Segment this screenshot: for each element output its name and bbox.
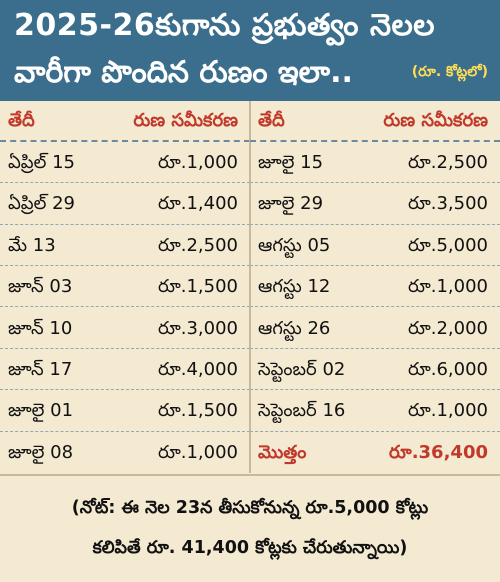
- header-amount: రుణ సమీకరణ: [383, 110, 488, 131]
- row-amount: రూ.5,000: [408, 234, 488, 256]
- table-row: జూన్ 17 రూ.4,000: [0, 349, 250, 391]
- row-amount: రూ.2,000: [408, 317, 488, 339]
- table-header-right: తేదీ రుణ సమీకరణ: [250, 101, 500, 142]
- title-line-2: వారీగా పొందిన రుణం ఇలా..: [14, 55, 353, 90]
- row-date: మే 13: [8, 234, 56, 256]
- total-amount: రూ.36,400: [389, 441, 488, 463]
- table-row: ఏప్రిల్ 15 రూ.1,000: [0, 142, 250, 184]
- footnote-line-2: కలిపితే రూ. 41,400 కోట్లకు చేరుతున్నాయి): [92, 538, 408, 558]
- row-date: జూలై 29: [258, 193, 324, 215]
- title-banner: 2025-26కుగాను ప్రభుత్వం నెలల వారీగా పొంద…: [0, 0, 500, 101]
- row-date: సెప్టెంబర్ 16: [258, 400, 346, 422]
- row-amount: రూ.1,500: [158, 276, 238, 298]
- row-date: ఆగస్టు 12: [258, 276, 331, 298]
- total-label: మొత్తం: [258, 441, 307, 463]
- row-amount: రూ.1,000: [408, 400, 488, 422]
- row-date: జూన్ 03: [8, 276, 73, 298]
- row-amount: రూ.3,000: [158, 317, 238, 339]
- unit-label: (రూ. కోట్లలో): [411, 64, 488, 80]
- row-date: ఏప్రిల్ 29: [8, 193, 75, 215]
- table-row: సెప్టెంబర్ 16 రూ.1,000: [250, 390, 500, 432]
- column-divider: [249, 101, 251, 473]
- right-column: తేదీ రుణ సమీకరణ జూలై 15 రూ.2,500 జూలై 29…: [250, 101, 500, 473]
- table-row: జూలై 08 రూ.1,000: [0, 432, 250, 473]
- row-amount: రూ.1,000: [158, 152, 238, 173]
- row-amount: రూ.1,400: [158, 193, 238, 215]
- row-date: జూలై 08: [8, 441, 74, 463]
- row-amount: రూ.4,000: [158, 358, 238, 380]
- row-amount: రూ.1,000: [158, 441, 238, 463]
- left-column: తేదీ రుణ సమీకరణ ఏప్రిల్ 15 రూ.1,000 ఏప్ర…: [0, 101, 250, 473]
- row-amount: రూ.2,500: [408, 152, 488, 173]
- footnote: (నోట్: ఈ నెల 23న తీసుకోనున్న రూ.5,000 కో…: [0, 474, 500, 582]
- table-row: ఆగస్టు 05 రూ.5,000: [250, 225, 500, 267]
- row-date: జూలై 15: [258, 152, 324, 173]
- row-amount: రూ.3,500: [408, 193, 488, 215]
- row-date: జూన్ 17: [8, 358, 73, 380]
- header-date: తేదీ: [8, 110, 35, 131]
- row-date: ఏప్రిల్ 15: [8, 152, 75, 173]
- title-line-1: 2025-26కుగాను ప్రభుత్వం నెలల: [14, 8, 436, 43]
- table-row: జూన్ 10 రూ.3,000: [0, 308, 250, 349]
- table-row: ఆగస్టు 26 రూ.2,000: [250, 308, 500, 349]
- row-date: ఆగస్టు 05: [258, 234, 331, 256]
- row-amount: రూ.6,000: [408, 358, 488, 380]
- row-amount: రూ.1,500: [158, 400, 238, 422]
- table-row: జూలై 15 రూ.2,500: [250, 142, 500, 184]
- header-amount: రుణ సమీకరణ: [133, 110, 238, 131]
- table-row: మే 13 రూ.2,500: [0, 225, 250, 267]
- table-row: ఏప్రిల్ 29 రూ.1,400: [0, 183, 250, 225]
- table-row: జూలై 29 రూ.3,500: [250, 183, 500, 225]
- row-date: జూలై 01: [8, 400, 74, 422]
- row-amount: రూ.1,000: [408, 276, 488, 298]
- footnote-line-1: (నోట్: ఈ నెల 23న తీసుకోనున్న రూ.5,000 కో…: [71, 498, 429, 518]
- table-row: జూన్ 03 రూ.1,500: [0, 266, 250, 308]
- loan-table: తేదీ రుణ సమీకరణ ఏప్రిల్ 15 రూ.1,000 ఏప్ర…: [0, 101, 500, 473]
- row-date: జూన్ 10: [8, 317, 73, 339]
- table-row: ఆగస్టు 12 రూ.1,000: [250, 266, 500, 308]
- header-date: తేదీ: [258, 110, 285, 131]
- table-row: జూలై 01 రూ.1,500: [0, 390, 250, 432]
- row-date: సెప్టెంబర్ 02: [258, 358, 346, 380]
- table-row: సెప్టెంబర్ 02 రూ.6,000: [250, 349, 500, 391]
- row-amount: రూ.2,500: [158, 234, 238, 256]
- table-header-left: తేదీ రుణ సమీకరణ: [0, 101, 250, 142]
- total-row: మొత్తం రూ.36,400: [250, 432, 500, 473]
- row-date: ఆగస్టు 26: [258, 317, 331, 339]
